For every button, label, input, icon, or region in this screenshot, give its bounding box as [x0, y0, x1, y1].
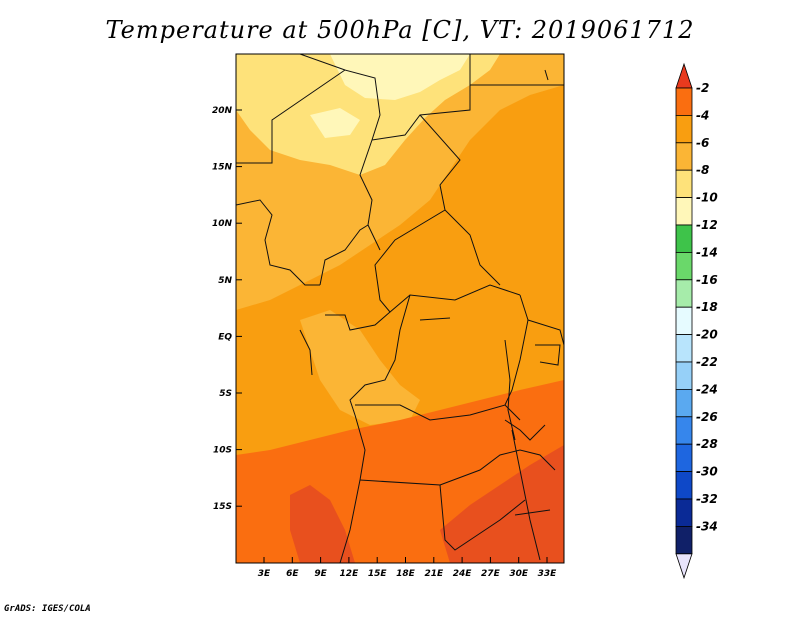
- legend-label: -32: [696, 492, 718, 506]
- latitude-axis: 20N 15N 10N 5N EQ 5S 10S 15S: [212, 106, 242, 512]
- border-line: [439, 449, 556, 486]
- field-minus12: [330, 54, 470, 100]
- field-minus2-southwest: [290, 485, 355, 563]
- legend-label: -8: [696, 163, 709, 177]
- legend-box: [675, 279, 693, 308]
- border-line: [504, 294, 529, 406]
- border-line: [504, 419, 546, 441]
- lat-label: 5N: [218, 276, 232, 286]
- legend-box: [675, 197, 693, 226]
- border-line: [511, 429, 541, 561]
- temperature-field: [236, 54, 564, 563]
- legend-box: [675, 471, 693, 500]
- legend-box: [675, 361, 693, 390]
- legend-label: -6: [696, 136, 709, 150]
- border-line: [444, 209, 501, 286]
- legend-box: [675, 87, 693, 116]
- legend-label: -18: [696, 300, 718, 314]
- legend-top-arrow: [675, 62, 693, 89]
- legend-label: -24: [696, 382, 718, 396]
- field-minus12-b: [310, 108, 360, 138]
- legend-bottom-arrow: [675, 553, 693, 580]
- border-line: [325, 311, 391, 331]
- border-line: [349, 294, 411, 416]
- lon-label: 30E: [509, 569, 529, 579]
- legend-label: -30: [696, 465, 718, 479]
- legend-box: [675, 224, 693, 253]
- lon-label: 33E: [538, 569, 558, 579]
- legend-box: [675, 306, 693, 336]
- border-line: [514, 509, 551, 516]
- plot-frame: [235, 53, 565, 564]
- legend-box: [675, 334, 693, 363]
- border-line: [527, 319, 564, 346]
- lon-label: 24E: [453, 569, 473, 579]
- grads-credit: GrADS: IGES/COLA: [4, 604, 91, 614]
- legend-box: [675, 251, 693, 281]
- border-line: [299, 329, 313, 376]
- border-line: [236, 69, 381, 251]
- legend-box: [675, 142, 693, 171]
- legend-box: [675, 498, 693, 527]
- lon-label: 15E: [368, 569, 388, 579]
- legend-label: -10: [696, 191, 718, 205]
- longitude-axis: 3E 6E 9E 12E 15E 18E 21E 24E 27E 30E 33E: [258, 557, 557, 579]
- border-line: [544, 69, 549, 81]
- border-line: [319, 224, 369, 286]
- legend-label: -28: [696, 437, 718, 451]
- lat-label: 10N: [212, 219, 233, 229]
- legend-label: -2: [696, 81, 709, 95]
- lat-label: 20N: [212, 106, 233, 116]
- map-title: Temperature at 500hPa [C], VT: 201906171…: [105, 16, 695, 44]
- legend-box: [675, 169, 693, 198]
- lon-label: 18E: [396, 569, 416, 579]
- lat-label: 15S: [213, 502, 232, 512]
- border-line: [299, 54, 346, 71]
- border-line: [504, 339, 516, 441]
- border-line: [374, 114, 521, 313]
- legend-box: [675, 388, 693, 418]
- legend-label: -14: [696, 245, 718, 259]
- country-borders: [236, 54, 564, 563]
- lon-label: 3E: [258, 569, 271, 579]
- lon-label: 9E: [314, 569, 327, 579]
- legend-label: -16: [696, 273, 718, 287]
- lon-label: 12E: [340, 569, 360, 579]
- legend-box: [675, 416, 693, 445]
- legend-label: -4: [696, 108, 709, 122]
- lon-label: 21E: [424, 569, 444, 579]
- legend-box: [675, 115, 693, 144]
- legend-label: -12: [696, 218, 718, 232]
- lon-label: 6E: [286, 569, 299, 579]
- lat-label: 5S: [219, 389, 232, 399]
- lat-label: 15N: [212, 163, 233, 173]
- color-legend: -2 -4 -6 -8 -10 -12 -14 -16 -18 -20 -22 -24 -26 -28 -3…: [675, 62, 718, 580]
- border-line: [236, 199, 320, 286]
- legend-label: -26: [696, 410, 718, 424]
- lon-label: 27E: [481, 569, 501, 579]
- lat-label: 10S: [213, 446, 232, 456]
- border-line: [355, 404, 521, 421]
- field-minus8-west: [300, 310, 420, 425]
- legend-box: [675, 443, 693, 473]
- legend-label: -20: [696, 328, 718, 342]
- legend-label: -34: [696, 519, 718, 533]
- border-line: [419, 317, 451, 321]
- field-minus10: [236, 54, 500, 175]
- border-line: [535, 344, 561, 366]
- legend-box: [675, 526, 693, 555]
- legend-label: -22: [696, 355, 718, 369]
- lat-label: EQ: [218, 332, 232, 342]
